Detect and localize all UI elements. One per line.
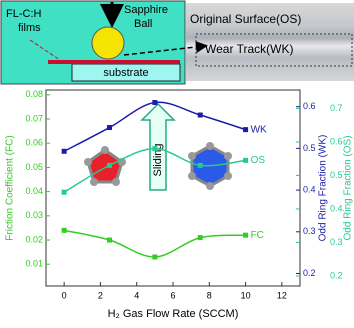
y-tick-label: 0.07 [25,113,43,123]
micrograph [186,3,354,81]
series-label: OS [251,155,266,166]
y3-tick-label: 0.7 [330,103,343,113]
ball [91,26,125,60]
data-point [197,162,203,168]
y-tick-label: 0.06 [25,138,43,148]
y3-tick-label: 0.3 [330,237,343,247]
data-point [243,232,249,238]
x-tick-label: 4 [134,290,139,300]
data-point [243,127,249,133]
data-point [152,254,158,260]
x-tick-label: 10 [241,290,251,300]
wk-label: Wear Track(WK) [205,42,293,56]
y2-tick-label: 0.5 [303,143,316,153]
ball-line: Sapphire [124,4,168,16]
data-point [197,235,203,241]
data-point [61,148,67,154]
y2-tick-label: 0.4 [303,184,316,194]
y2-tick-label: 0.6 [303,101,316,111]
x-tick-label: 6 [170,290,175,300]
y3-tick-label: 0.5 [330,170,343,180]
x-tick-label: 8 [207,290,212,300]
y3-tick-label: 0.4 [330,203,343,213]
y-tick-label: 0.03 [25,210,43,220]
series-label: FC [251,230,264,241]
y2-tick-label: 0.3 [303,226,316,236]
films-label: FL-C:H films [6,8,42,34]
y3-tick-label: 0.2 [330,270,343,280]
y3-tick-label: 0.6 [330,136,343,146]
ball-label: Sapphire Ball [124,4,168,30]
series-label: WK [251,124,267,135]
y3-axis-title: Odd Ring Fraction (OS) [343,135,354,240]
x-tick-label: 2 [98,290,103,300]
y-tick-label: 0.01 [25,259,43,269]
y-tick-label: 0.05 [25,162,43,172]
y2-axis-title: Odd Ring Fraction (WK) [318,135,329,242]
data-point [243,157,249,163]
data-point [152,146,158,152]
film [48,60,180,64]
substrate-label: substrate [103,67,148,79]
y-tick-label: 0.08 [25,89,43,99]
x-tick-label: 12 [277,290,287,300]
data-point [197,112,203,118]
sliding-label: Sliding [152,143,164,176]
track-arrow [123,41,208,56]
x-tick-label: 0 [62,290,67,300]
os-label: Original Surface(OS) [190,12,301,26]
films-line: FL-C:H [6,8,42,20]
pentagon-molecule [84,146,126,186]
data-point [107,237,112,243]
y-axis-title: Friction Coefficient (FC) [5,135,16,240]
sliding-arrow [140,102,176,191]
x-axis-title: H₂ Gas Flow Rate (SCCM) [108,308,239,320]
data-point [107,125,112,131]
films-line: films [18,22,41,34]
y2-tick-label: 0.2 [303,268,316,278]
y-tick-label: 0.02 [25,234,43,244]
ball-line: Ball [134,18,152,30]
data-point [61,189,67,195]
data-point [107,162,112,168]
y-tick-label: 0.04 [25,186,43,196]
series-line [63,229,246,258]
data-point [61,227,67,233]
film-pointer [29,39,61,61]
data-point [152,100,158,106]
